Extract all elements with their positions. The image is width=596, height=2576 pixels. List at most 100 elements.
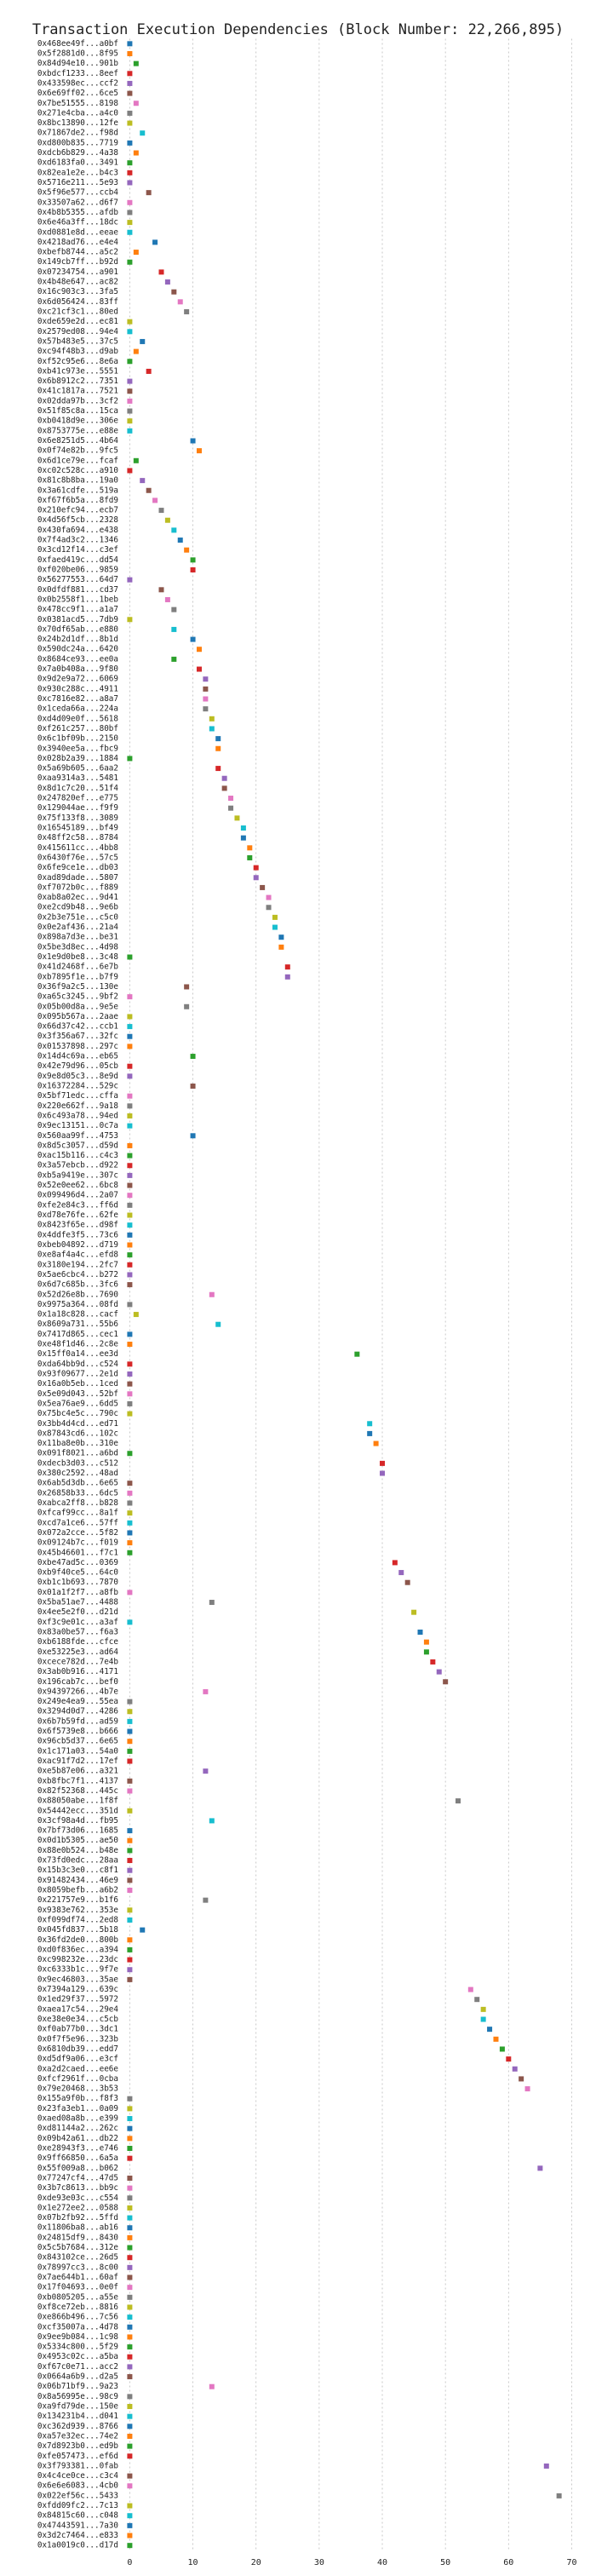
marker [171, 626, 177, 632]
y-tick-label: 0x9ee9b084...1c98 [37, 2332, 118, 2342]
y-tick-label: 0xb41c973e...5551 [37, 366, 118, 376]
marker [127, 2255, 133, 2261]
y-tick-label: 0x9383e762...353e [37, 1906, 119, 1915]
y-tick-label: 0x16c903c3...3fa5 [37, 287, 118, 296]
y-tick-label: 0x028b2a39...1884 [37, 754, 119, 763]
marker [127, 359, 133, 365]
marker [127, 199, 133, 205]
y-tick-label: 0xc94f48b3...d9ab [37, 347, 119, 356]
marker [127, 1202, 133, 1208]
y-tick-label: 0x1a0019c0...d17d [37, 2541, 118, 2550]
marker [127, 1500, 133, 1506]
y-tick-label: 0xf8ce72eb...8816 [37, 2303, 118, 2312]
marker [127, 2404, 133, 2410]
marker [380, 1460, 386, 1466]
y-tick-label: 0x56277553...64d7 [37, 575, 118, 584]
y-tick-label: 0x898a7d3e...be31 [37, 933, 118, 942]
marker [266, 894, 272, 900]
y-tick-label: 0xb8fbc7f1...4137 [37, 1776, 118, 1785]
marker [127, 2234, 133, 2240]
marker [133, 250, 139, 256]
marker [127, 2146, 133, 2152]
y-tick-label: 0xb1c1b693...7870 [37, 1578, 118, 1587]
marker [127, 1867, 133, 1873]
y-tick-label: 0x1ceda66a...224a [37, 704, 118, 714]
y-tick-label: 0x3a61cdfe...519a [37, 486, 118, 495]
y-tick-label: 0x9e8d05c3...8e9d [37, 1072, 118, 1081]
y-tick-label: 0x16a0b5eb...1ced [37, 1379, 118, 1389]
y-tick-label: 0x7bf73d06...1685 [37, 1826, 118, 1836]
marker [127, 1182, 133, 1188]
marker [127, 468, 133, 474]
marker [209, 716, 215, 722]
y-tick-label: 0x022ef56c...5433 [37, 2491, 118, 2500]
y-tick-label: 0xc6333b1c...9f7e [37, 1965, 119, 1975]
marker [423, 1639, 429, 1645]
marker [127, 1381, 133, 1387]
marker [127, 1778, 133, 1784]
y-tick-label: 0x3bb4d4cd...ed71 [37, 1419, 118, 1429]
marker [203, 696, 209, 702]
y-tick-label: 0xfcaf99cc...8a1f [37, 1509, 118, 1518]
y-tick-label: 0xb5a9419e...307c [37, 1170, 118, 1180]
y-tick-label: 0xd0f836ec...a394 [37, 1945, 119, 1954]
y-tick-label: 0x091f8021...a6bd [37, 1449, 118, 1458]
y-tick-label: 0x5a69b605...6aa2 [37, 764, 118, 773]
marker [127, 2543, 133, 2549]
y-tick-label: 0x3294d0d7...4286 [37, 1707, 118, 1716]
y-tick-label: 0xf3c9e01c...a3af [37, 1618, 118, 1627]
marker [127, 2513, 133, 2519]
y-tick-label: 0xe48f1d46...2c8e [37, 1340, 119, 1349]
y-tick-label: 0xd0881e8d...eeae [37, 227, 119, 237]
y-tick-label: 0xcf35007a...4d78 [37, 2322, 118, 2332]
y-tick-label: 0x48ff2c58...8784 [37, 833, 119, 842]
y-tick-label: 0x6b8912c2...7351 [37, 377, 118, 386]
marker [228, 805, 234, 811]
marker [140, 478, 146, 484]
marker [127, 1709, 133, 1715]
y-tick-label: 0x415611cc...4bb8 [37, 843, 118, 853]
marker [196, 647, 202, 653]
marker [171, 527, 177, 533]
x-tick-label: 60 [503, 2558, 513, 2567]
y-tick-label: 0xf261c257...80bf [37, 724, 118, 733]
marker [158, 269, 164, 275]
marker [556, 2493, 562, 2498]
y-tick-label: 0xe8af4a4c...efd8 [37, 1251, 118, 1260]
y-tick-label: 0x478cc9f1...a1a7 [37, 605, 118, 614]
y-tick-label: 0x24b2d1df...8b1d [37, 635, 118, 644]
y-tick-label: 0xf67c0e71...acc2 [37, 2362, 118, 2372]
y-tick-label: 0x09b42a61...db22 [37, 2134, 118, 2143]
marker [247, 845, 253, 851]
marker [493, 2036, 499, 2042]
y-tick-label: 0x590dc24a...6420 [37, 645, 118, 654]
marker [133, 1312, 139, 1318]
marker [380, 1470, 386, 1476]
marker [127, 617, 133, 623]
y-tick-label: 0xf7072b0c...f889 [37, 883, 118, 892]
y-tick-label: 0x0e2af436...21a4 [37, 923, 119, 932]
y-tick-label: 0x4ee5e2f0...d21d [37, 1607, 118, 1617]
marker [537, 2165, 543, 2171]
y-tick-label: 0x41d2468f...6e7b [37, 963, 119, 972]
y-tick-label: 0x5334c800...5f29 [37, 2343, 118, 2352]
y-tick-label: 0x84d94e10...901b [37, 59, 119, 68]
y-tick-label: 0x3940ee5a...fbc9 [37, 744, 118, 753]
marker [152, 239, 158, 245]
marker [184, 984, 190, 990]
marker [127, 1718, 133, 1724]
marker [221, 785, 227, 791]
marker [266, 905, 272, 911]
marker [127, 1540, 133, 1546]
y-tick-label: 0x47443591...7a30 [37, 2521, 118, 2530]
marker [158, 587, 164, 593]
marker [127, 1699, 133, 1705]
y-tick-label: 0x16372284...529c [37, 1082, 118, 1091]
marker [127, 2285, 133, 2291]
marker [127, 2503, 133, 2509]
y-tick-label: 0xaea17c54...29e4 [37, 2004, 119, 2014]
marker [127, 378, 133, 384]
marker [177, 299, 183, 305]
y-tick-label: 0x247820ef...e775 [37, 794, 118, 803]
marker [190, 438, 196, 444]
